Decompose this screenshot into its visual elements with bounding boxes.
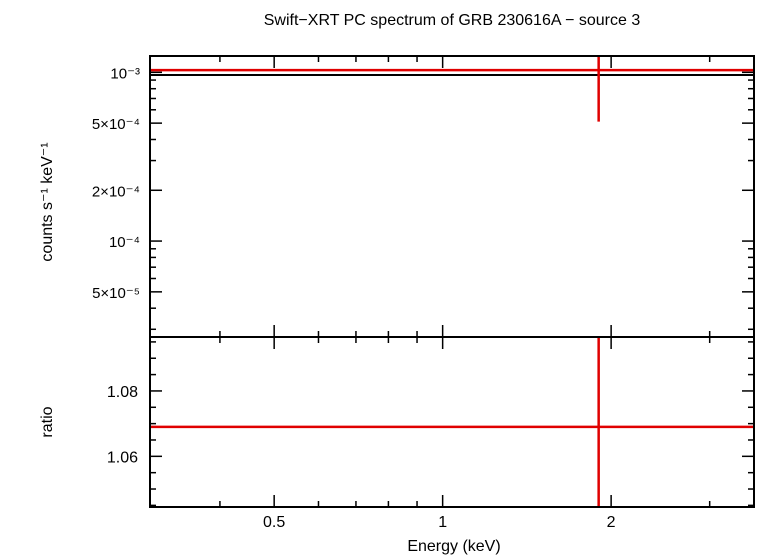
ratio-y-axis-label: ratio [39,406,56,437]
spectrum-panel: 10⁻³ 5×10⁻⁴ 2×10⁻⁴ 10⁻⁴ 5×10⁻⁵ [92,55,755,338]
spectrum-frame [149,55,755,338]
spectrum-ticks [149,56,754,337]
chart-title: Swift−XRT PC spectrum of GRB 230616A − s… [264,12,641,29]
ratio-series [150,337,754,507]
ratio-panel: 1.08 1.06 0.5 1 2 [107,336,755,531]
y-tick-label: 5×10⁻⁴ [92,116,140,133]
spectrum-y-axis-label: counts s⁻¹ keV⁻¹ [39,142,56,261]
spectrum-y-tick-labels: 10⁻³ 5×10⁻⁴ 2×10⁻⁴ 10⁻⁴ 5×10⁻⁵ [92,65,140,302]
y-tick-label: 1.08 [107,384,138,401]
ratio-y-tick-labels: 1.08 1.06 [107,384,138,466]
y-tick-label: 10⁻⁴ [109,234,140,251]
y-tick-label: 2×10⁻⁴ [92,183,140,200]
y-tick-label: 1.06 [107,449,138,466]
x-tick-label: 1 [438,514,447,531]
ratio-ticks [149,337,754,507]
x-axis-label: Energy (keV) [407,538,500,555]
x-tick-labels: 0.5 1 2 [263,514,616,531]
x-tick-label: 2 [607,514,616,531]
x-tick-label: 0.5 [263,514,285,531]
ratio-frame [149,336,755,508]
y-tick-label: 10⁻³ [110,65,140,82]
spectrum-series [150,56,754,122]
y-tick-label: 5×10⁻⁵ [92,285,140,302]
